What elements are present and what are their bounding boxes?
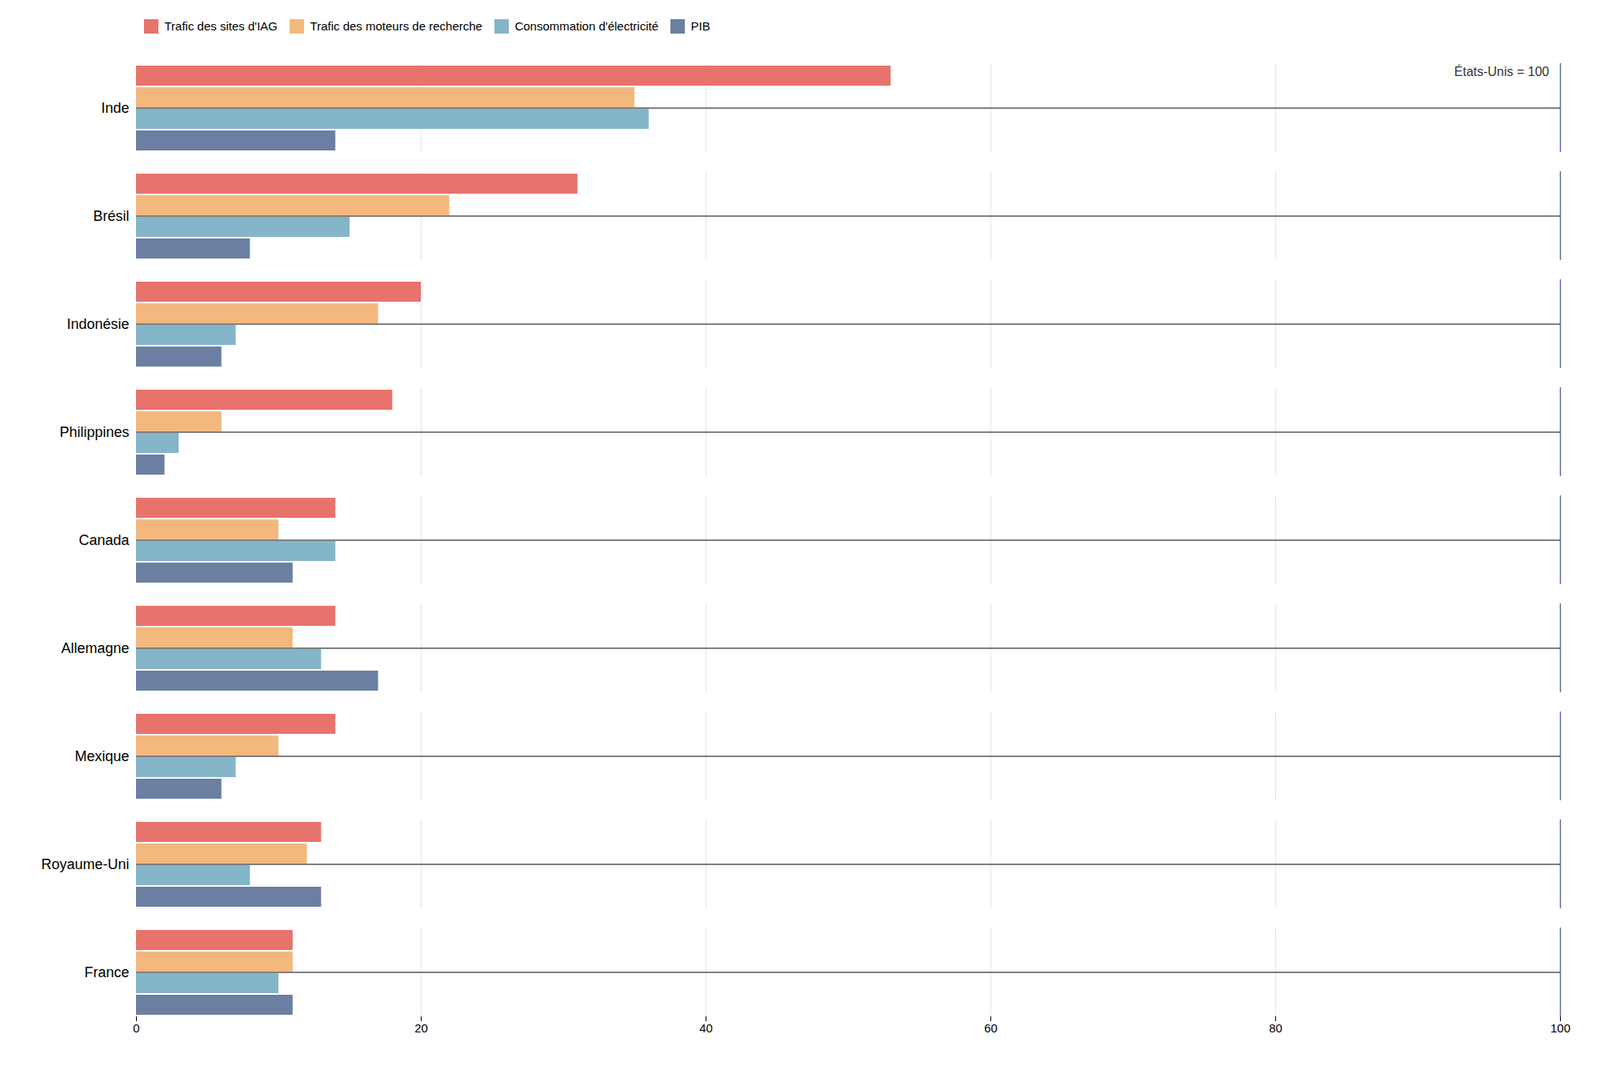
svg-text:20: 20 <box>414 1020 428 1035</box>
svg-text:40: 40 <box>699 1020 713 1035</box>
svg-text:Indonésie: Indonésie <box>66 315 129 332</box>
html-text:Trafic des moteurs de recherch: Trafic des moteurs de recherche <box>310 19 483 33</box>
svg-text:Brésil: Brésil <box>92 207 129 224</box>
svg-text:0: 0 <box>132 1020 140 1035</box>
svg-text:Mexique: Mexique <box>74 747 129 764</box>
html-text:PIB: PIB <box>690 19 711 33</box>
svg-text:60: 60 <box>984 1020 998 1035</box>
svg-text:Canada: Canada <box>78 531 130 548</box>
svg-text:80: 80 <box>1268 1020 1283 1035</box>
html-text:Trafic des sites d'IAG: Trafic des sites d'IAG <box>164 19 278 33</box>
svg-text:États-Unis = 100: États-Unis = 100 <box>1454 63 1550 78</box>
svg-text:Royaume-Uni: Royaume-Uni <box>40 855 129 872</box>
svg-text:Inde: Inde <box>100 99 129 116</box>
svg-text:100: 100 <box>1550 1020 1571 1035</box>
svg-text:Philippines: Philippines <box>59 423 129 440</box>
html-text:Consommation d'électricité: Consommation d'électricité <box>514 19 659 33</box>
svg-text:France: France <box>84 963 129 980</box>
svg-text:Allemagne: Allemagne <box>60 639 129 656</box>
